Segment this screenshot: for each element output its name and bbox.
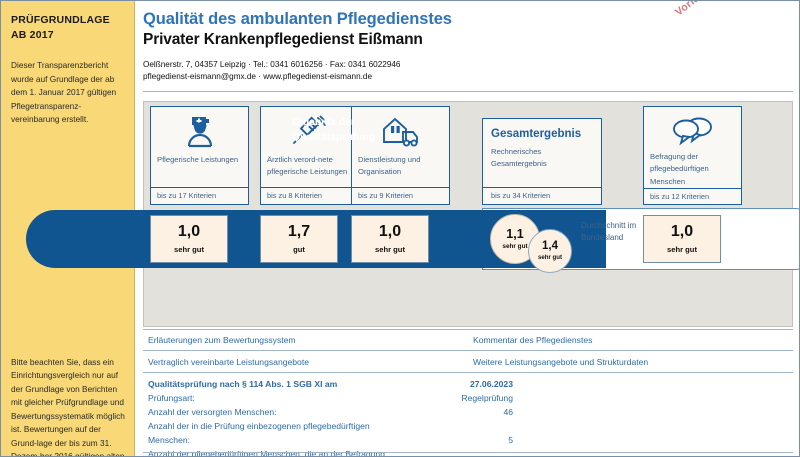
category-card-gesamtergebnis[interactable]: Gesamtergebnis Rechnerisches Gesamtergeb…: [482, 118, 602, 205]
report-header: Qualität des ambulanten Pflegedienstes P…: [143, 9, 793, 92]
score-value: 1,0: [177, 223, 201, 240]
score-box-dienstleistung: 1,0 sehr gut: [351, 215, 429, 263]
category-label: Dienstleistung und Organisation: [358, 155, 421, 177]
main-content: Qualität des ambulanten Pflegedienstes P…: [26, 1, 799, 456]
score-box-pflegerische: 1,0 sehr gut: [150, 215, 228, 263]
info-value: 5: [508, 435, 513, 446]
gesamtergebnis-title: Gesamtergebnis: [491, 128, 582, 140]
sidebar-title: PRÜFGRUNDLAGE AB 2017: [11, 13, 124, 43]
score-value: 1,0: [670, 223, 694, 240]
info-value: 27.06.2023: [469, 379, 513, 389]
table-row: Qualitätsprüfung nach § 114 Abs. 1 SGB X…: [143, 377, 793, 391]
score-grade: gut: [293, 245, 305, 254]
overall-grade: sehr gut: [502, 242, 528, 250]
bottom-divider: [143, 452, 793, 453]
result-bar-label: Ergebnis der Qualitätsprüfung: [292, 117, 375, 143]
results-panel: Pflegerische Leistungen bis zu 17 Kriter…: [26, 101, 799, 327]
score-box-befragung: 1,0 sehr gut: [643, 215, 721, 263]
link-erlaeuterungen[interactable]: Erläuterungen zum Bewertungssystem: [148, 335, 296, 345]
category-criteria: bis zu 9 Kriterien: [352, 187, 449, 204]
category-card-dienstleistung-organisation[interactable]: Dienstleistung und Organisation bis zu 9…: [351, 106, 450, 205]
score-grade: sehr gut: [375, 245, 405, 254]
inspection-info-table: Qualitätsprüfung nach § 114 Abs. 1 SGB X…: [143, 377, 793, 456]
category-criteria: bis zu 12 Kriterien: [644, 187, 741, 204]
contact-address-line: Oelßnerstr. 7, 04357 Leipzig · Tel.: 034…: [143, 59, 401, 69]
speech-bubbles-icon: [644, 107, 741, 150]
info-label: Qualitätsprüfung nach § 114 Abs. 1 SGB X…: [148, 379, 338, 389]
category-criteria: bis zu 34 Kriterien: [483, 187, 601, 204]
table-row: Prüfungsart: Regelprüfung: [143, 391, 793, 405]
contact-web-line: pflegedienst-eismann@gmx.de · www.pflege…: [143, 72, 373, 82]
category-card-aerztlich-verordnete-leistungen[interactable]: Ärztlich verord-nete pflegerische Leistu…: [260, 106, 359, 205]
page-title: Qualität des ambulanten Pflegedienstes: [143, 10, 452, 28]
sidebar-title-line1: PRÜFGRUNDLAGE: [11, 14, 110, 26]
provider-name: Privater Krankenpflegedienst Eißmann: [143, 31, 423, 49]
score-grade: sehr gut: [667, 245, 697, 254]
info-label: Anzahl der versorgten Menschen:: [148, 407, 277, 418]
link-kommentar[interactable]: Kommentar des Pflegedienstes: [473, 335, 593, 345]
link-row: Erläuterungen zum Bewertungssystem Komme…: [143, 329, 793, 351]
contact-info: Oelßnerstr. 7, 04357 Leipzig · Tel.: 034…: [143, 59, 793, 84]
score-grade: sehr gut: [174, 245, 204, 254]
category-card-pflegerische-leistungen[interactable]: Pflegerische Leistungen bis zu 17 Kriter…: [150, 106, 249, 205]
state-average-circle: 1,4 sehr gut: [528, 229, 572, 273]
category-criteria: bis zu 17 Kriterien: [151, 187, 248, 204]
table-row: Anzahl der in die Prüfung einbezogenen p…: [143, 419, 793, 447]
info-label: Anzahl der in die Prüfung einbezogenen p…: [148, 421, 370, 446]
category-label: Befragung der pflegebedürftigen Menschen: [650, 152, 709, 186]
link-vertraglich[interactable]: Vertraglich vereinbarte Leistungsangebot…: [148, 356, 310, 367]
state-average-label: Durchschnitt im Bundesland: [581, 221, 637, 242]
score-box-aerztlich: 1,7 gut: [260, 215, 338, 263]
links-section: Erläuterungen zum Bewertungssystem Komme…: [143, 329, 793, 373]
sidebar-title-line2: AB 2017: [11, 29, 54, 42]
category-card-befragung[interactable]: Befragung der pflegebedürftigen Menschen…: [643, 106, 742, 205]
syringe-icon: [261, 107, 358, 153]
info-value: Regelprüfung: [461, 393, 513, 404]
info-label: Prüfungsart:: [148, 393, 195, 404]
info-value: 46: [503, 407, 513, 418]
overall-value: 1,1: [506, 227, 524, 242]
sidebar-note-text: Bitte beachten Sie, dass ein Einrichtung…: [11, 357, 125, 457]
score-value: 1,0: [378, 223, 402, 240]
score-value: 1,7: [287, 223, 311, 240]
nurse-icon: [151, 107, 248, 153]
category-label: Ärztlich verord-nete pflegerische Leistu…: [267, 155, 348, 177]
average-value: 1,4: [542, 239, 558, 252]
link-row: Vertraglich vereinbarte Leistungsangebot…: [143, 351, 793, 373]
link-weitere[interactable]: Weitere Leistungsangebote und Strukturda…: [473, 356, 649, 367]
sidebar-body-text: Dieser Transparenzbericht wurde auf Grun…: [11, 60, 117, 125]
house-van-icon: [352, 107, 449, 153]
category-criteria: bis zu 8 Kriterien: [261, 187, 358, 204]
category-label: Pflegerische Leistungen: [157, 155, 239, 164]
average-grade: sehr gut: [537, 254, 563, 262]
table-row: Anzahl der versorgten Menschen: 46: [143, 405, 793, 419]
category-label: Rechnerisches Gesamtergebnis: [491, 147, 547, 169]
